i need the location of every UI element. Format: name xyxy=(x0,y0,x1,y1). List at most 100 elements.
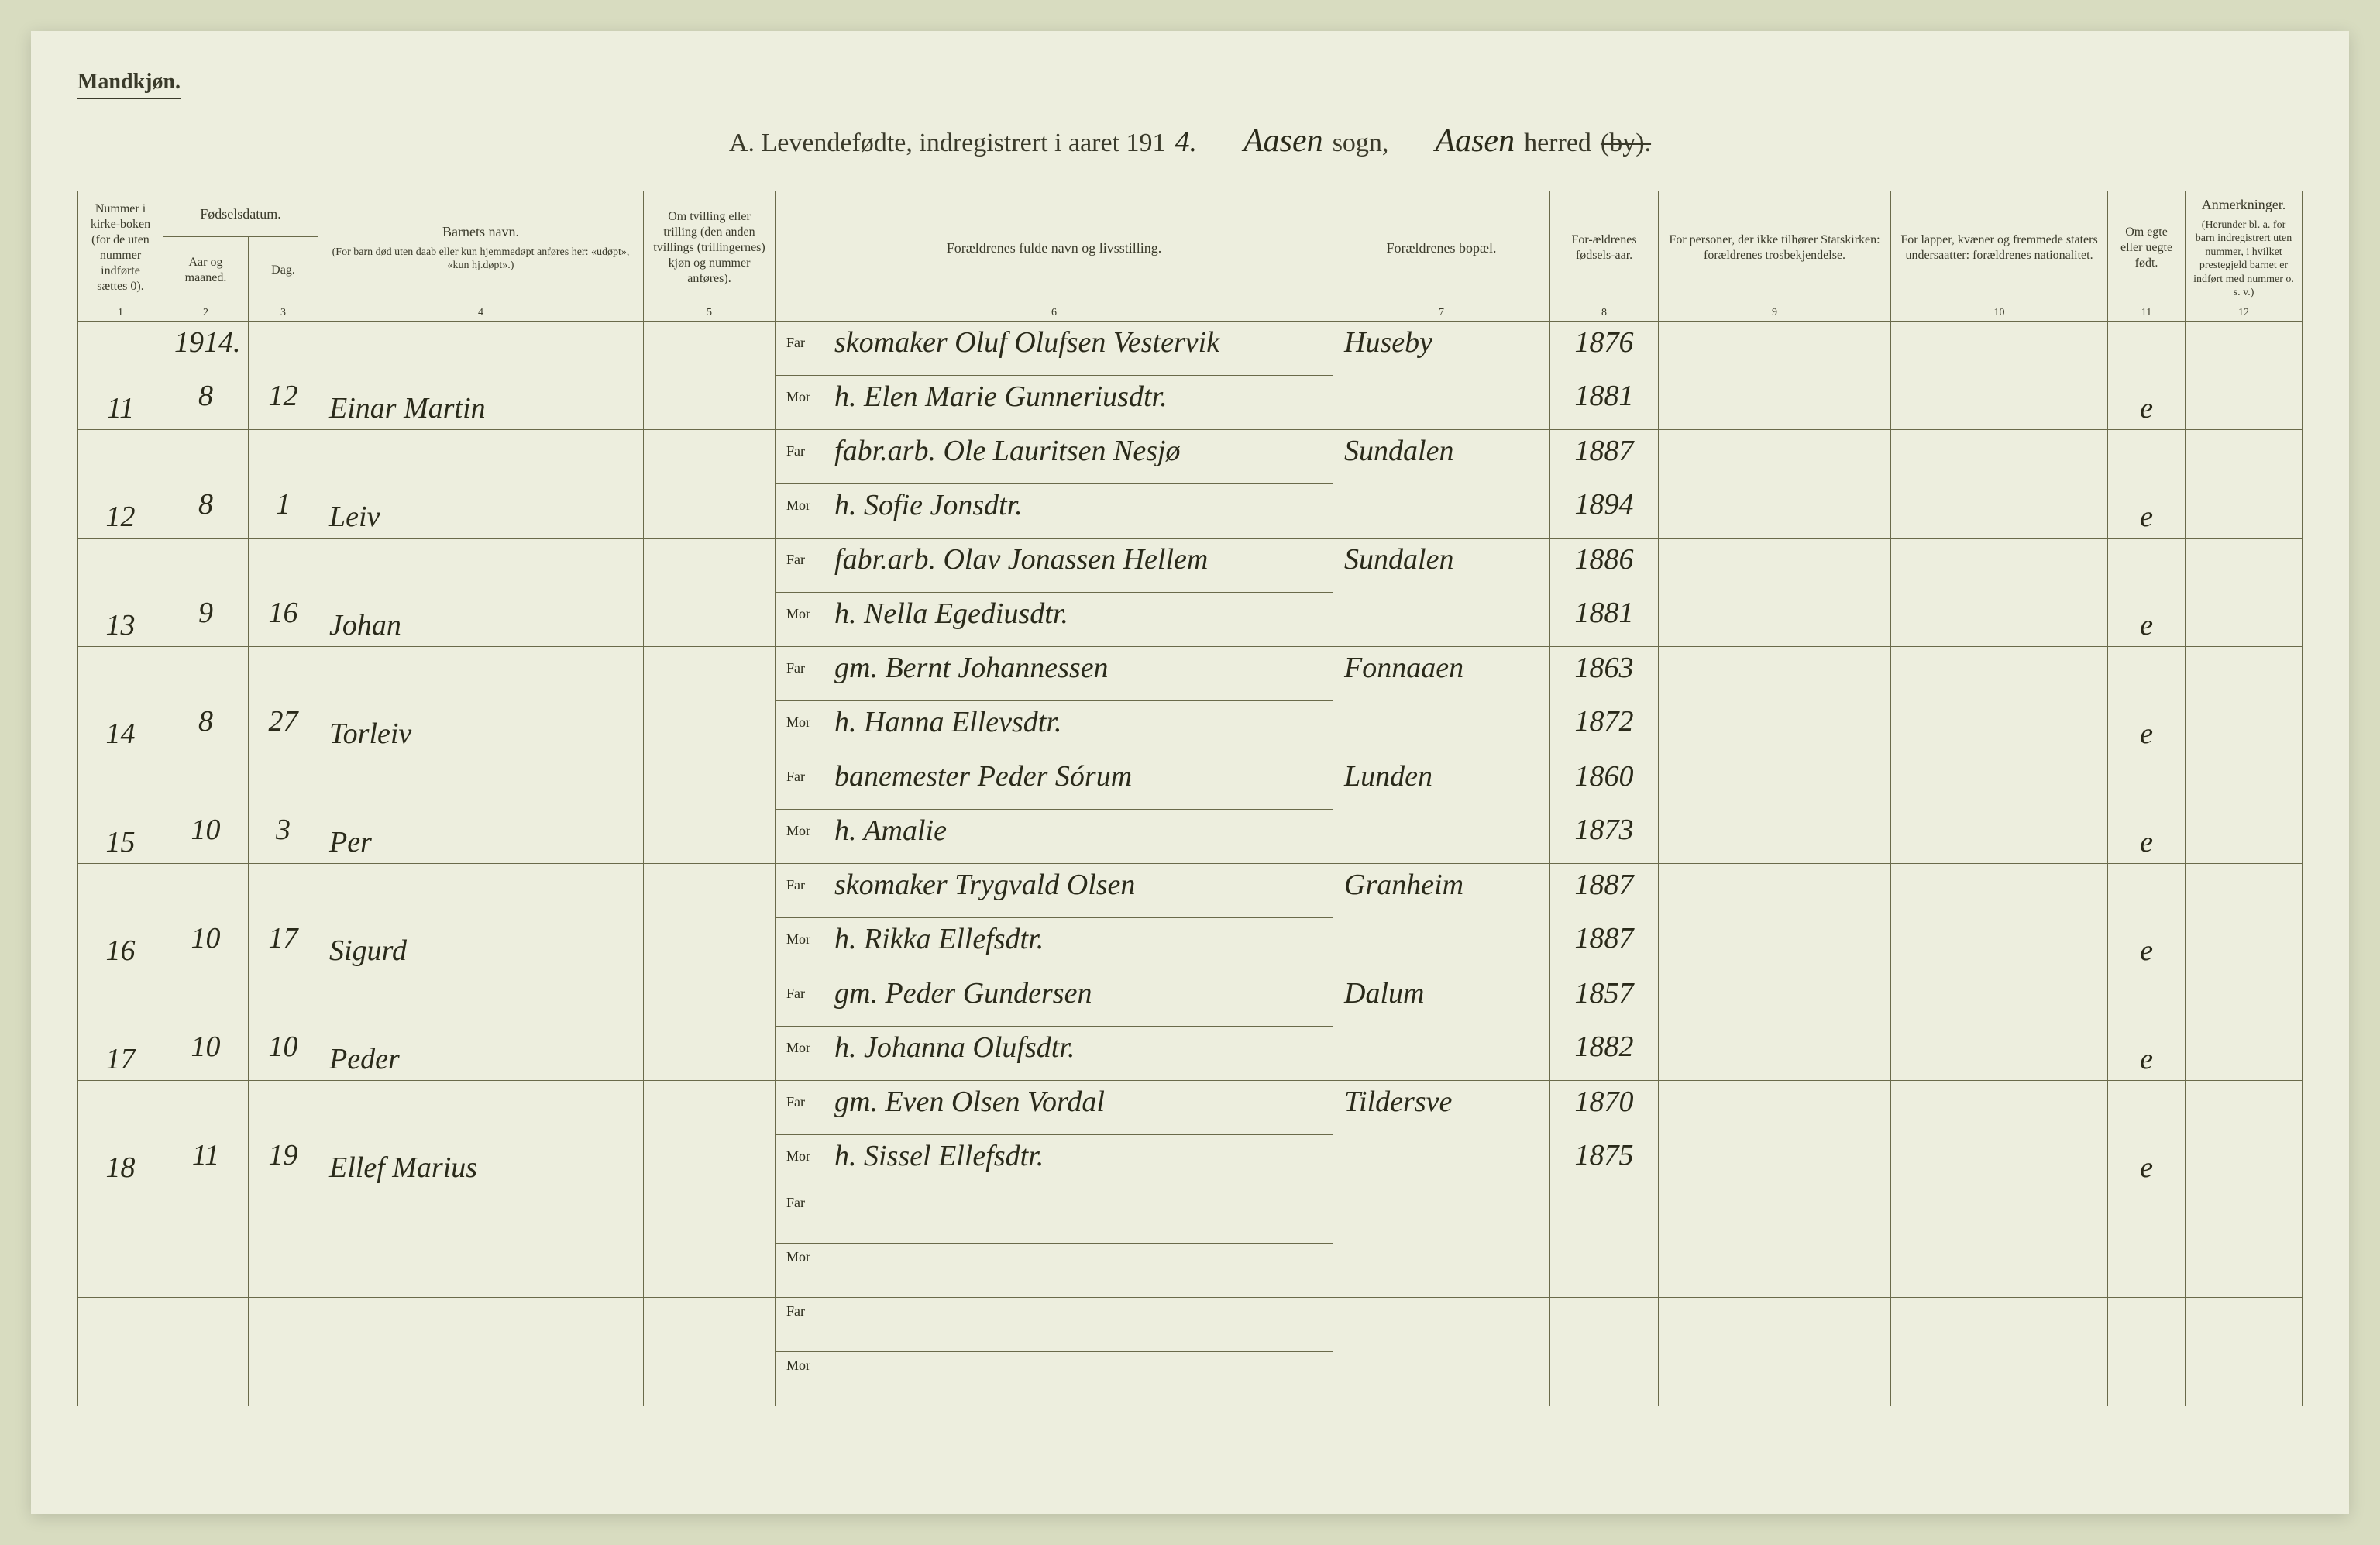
cell-residence xyxy=(1333,1297,1550,1351)
cell-month: 11 xyxy=(163,1134,249,1189)
cell-father: Farfabr.arb. Olav Jonassen Hellem xyxy=(776,538,1333,592)
cell-year-note xyxy=(163,429,249,483)
cell-father: Fargm. Even Olsen Vordal xyxy=(776,1080,1333,1134)
cell-father-year: 1857 xyxy=(1550,972,1659,1026)
cell-day: 1 xyxy=(249,483,318,538)
cell-mother: Morh. Nella Egediusdtr. xyxy=(776,592,1333,646)
mother-name: h. Rikka Ellefsdtr. xyxy=(834,924,1044,954)
cell-residence-blank xyxy=(1333,1243,1550,1297)
cell-child-name: Torleiv xyxy=(318,646,644,755)
col-header-10: For lapper, kvæner og fremmede staters u… xyxy=(1891,191,2108,305)
table-row-far: Far xyxy=(78,1297,2303,1351)
col-header-2a: Aar og maaned. xyxy=(163,236,249,305)
cell-nationality xyxy=(1891,1297,2108,1406)
label-far: Far xyxy=(786,878,820,892)
cell-residence-blank xyxy=(1333,483,1550,538)
col-header-2b: Dag. xyxy=(249,236,318,305)
cell-twin xyxy=(644,1080,776,1189)
cell-blank xyxy=(249,1080,318,1134)
cell-mother-year xyxy=(1550,1243,1659,1297)
cell-religion xyxy=(1659,863,1891,972)
col-header-7: Forældrenes bopæl. xyxy=(1333,191,1550,305)
cell-number: 18 xyxy=(78,1080,163,1189)
cell-religion xyxy=(1659,755,1891,863)
cell-residence-blank xyxy=(1333,1026,1550,1080)
col-header-12: Anmerkninger. (Herunder bl. a. for barn … xyxy=(2186,191,2303,305)
cell-nationality xyxy=(1891,755,2108,863)
cell-mother-year: 1872 xyxy=(1550,700,1659,755)
father-name: banemester Peder Sórum xyxy=(834,762,1132,791)
cell-legitimate: e xyxy=(2108,863,2186,972)
mother-name: h. Hanna Ellevsdtr. xyxy=(834,707,1061,737)
father-name: skomaker Trygvald Olsen xyxy=(834,870,1135,900)
table-head: Nummer i kirke-boken (for de uten nummer… xyxy=(78,191,2303,322)
herred-handwritten: Aasen xyxy=(1435,122,1515,160)
father-name: gm. Bernt Johannessen xyxy=(834,653,1109,683)
cell-legitimate: e xyxy=(2108,321,2186,429)
table-row-far: 13JohanFarfabr.arb. Olav Jonassen Hellem… xyxy=(78,538,2303,592)
cell-remarks xyxy=(2186,863,2303,972)
col-header-4: Barnets navn. (For barn død uten daab el… xyxy=(318,191,644,305)
table-body: 111914.Einar MartinFarskomaker Oluf Oluf… xyxy=(78,321,2303,1406)
cell-blank xyxy=(249,863,318,917)
father-name: gm. Peder Gundersen xyxy=(834,979,1092,1008)
colnum: 6 xyxy=(776,305,1333,321)
cell-father: Far xyxy=(776,1297,1333,1351)
cell-residence: Fonnaaen xyxy=(1333,646,1550,700)
herred-strike: (by). xyxy=(1601,129,1651,158)
colnum: 5 xyxy=(644,305,776,321)
cell-twin xyxy=(644,429,776,538)
cell-mother: Morh. Amalie xyxy=(776,809,1333,863)
colnum: 8 xyxy=(1550,305,1659,321)
label-mor: Mor xyxy=(786,1149,820,1163)
cell-remarks xyxy=(2186,972,2303,1080)
cell-month: 9 xyxy=(163,592,249,646)
father-name: fabr.arb. Ole Lauritsen Nesjø xyxy=(834,436,1181,466)
cell-mother-year: 1887 xyxy=(1550,917,1659,972)
cell-nationality xyxy=(1891,321,2108,429)
label-mor: Mor xyxy=(786,824,820,838)
cell-remarks xyxy=(2186,429,2303,538)
cell-day xyxy=(249,1243,318,1297)
cell-month: 10 xyxy=(163,809,249,863)
cell-twin xyxy=(644,863,776,972)
label-mor: Mor xyxy=(786,1358,820,1372)
colnum: 2 xyxy=(163,305,249,321)
cell-mother: Morh. Hanna Ellevsdtr. xyxy=(776,700,1333,755)
table-row-far: 18Ellef MariusFargm. Even Olsen VordalTi… xyxy=(78,1080,2303,1134)
cell-child-name: Sigurd xyxy=(318,863,644,972)
col-header-6: Forældrenes fulde navn og livsstilling. xyxy=(776,191,1333,305)
cell-child-name: Johan xyxy=(318,538,644,646)
cell-religion xyxy=(1659,538,1891,646)
cell-legitimate: e xyxy=(2108,538,2186,646)
cell-legitimate xyxy=(2108,1189,2186,1297)
mother-name: h. Sissel Ellefsdtr. xyxy=(834,1141,1044,1171)
cell-twin xyxy=(644,1297,776,1406)
father-name: fabr.arb. Olav Jonassen Hellem xyxy=(834,545,1208,574)
cell-nationality xyxy=(1891,646,2108,755)
cell-religion xyxy=(1659,646,1891,755)
cell-father: Farskomaker Oluf Olufsen Vestervik xyxy=(776,321,1333,375)
label-far: Far xyxy=(786,1095,820,1109)
cell-number: 14 xyxy=(78,646,163,755)
sogn-label: sogn, xyxy=(1333,129,1389,158)
label-far: Far xyxy=(786,1304,820,1318)
cell-residence-blank xyxy=(1333,700,1550,755)
colnum: 7 xyxy=(1333,305,1550,321)
cell-nationality xyxy=(1891,972,2108,1080)
cell-month: 8 xyxy=(163,700,249,755)
label-mor: Mor xyxy=(786,390,820,404)
cell-year-note: 1914. xyxy=(163,321,249,375)
cell-remarks xyxy=(2186,538,2303,646)
cell-mother-year: 1873 xyxy=(1550,809,1659,863)
cell-residence: Lunden xyxy=(1333,755,1550,809)
cell-residence-blank xyxy=(1333,375,1550,429)
cell-year-note xyxy=(163,1080,249,1134)
cell-legitimate: e xyxy=(2108,1080,2186,1189)
cell-number: 15 xyxy=(78,755,163,863)
table-row-far: 111914.Einar MartinFarskomaker Oluf Oluf… xyxy=(78,321,2303,375)
cell-twin xyxy=(644,646,776,755)
colnum: 12 xyxy=(2186,305,2303,321)
title-prefix: A. Levendefødte, indregistrert i aaret 1… xyxy=(729,129,1166,158)
col11-sub: (Herunder bl. a. for barn indregistrert … xyxy=(2192,219,2296,300)
